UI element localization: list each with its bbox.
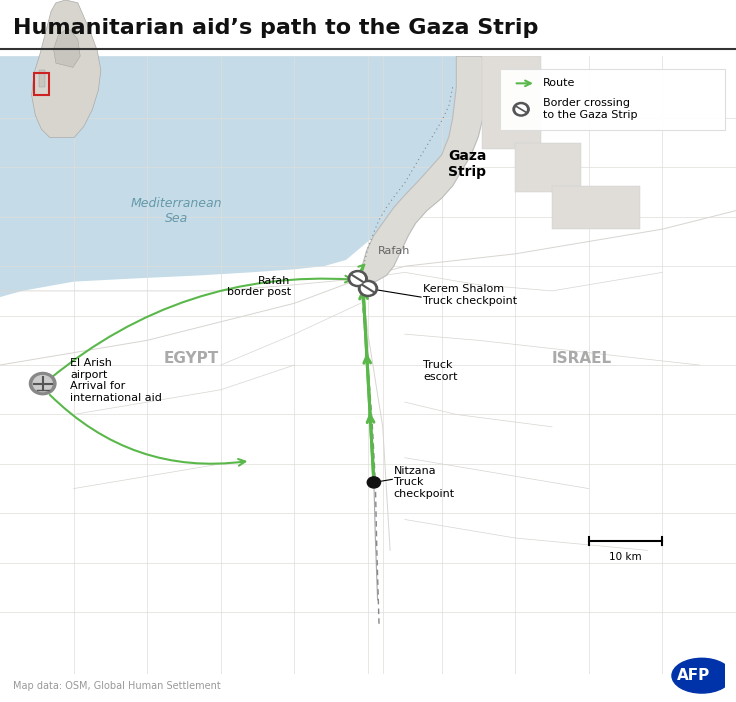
Bar bbox=[39, 70, 45, 87]
Circle shape bbox=[516, 105, 526, 114]
Polygon shape bbox=[54, 28, 80, 67]
Circle shape bbox=[513, 102, 529, 116]
Text: Mediterranean
Sea: Mediterranean Sea bbox=[131, 197, 222, 225]
Text: Border crossing
to the Gaza Strip: Border crossing to the Gaza Strip bbox=[543, 98, 637, 120]
Circle shape bbox=[348, 270, 367, 286]
FancyBboxPatch shape bbox=[552, 186, 640, 229]
Circle shape bbox=[33, 376, 52, 392]
Circle shape bbox=[361, 283, 375, 294]
Text: Route: Route bbox=[543, 79, 576, 88]
FancyBboxPatch shape bbox=[500, 69, 725, 131]
Text: Kerem Shalom
Truck checkpoint: Kerem Shalom Truck checkpoint bbox=[423, 284, 517, 306]
Bar bbox=[34, 73, 49, 95]
Circle shape bbox=[351, 273, 364, 284]
Polygon shape bbox=[0, 56, 456, 316]
Text: Truck
escort: Truck escort bbox=[423, 360, 458, 382]
Text: El Arish
airport
Arrival for
international aid: El Arish airport Arrival for internation… bbox=[70, 358, 162, 403]
Text: Rafah: Rafah bbox=[378, 246, 410, 256]
Text: Gaza
Strip: Gaza Strip bbox=[448, 149, 486, 180]
Polygon shape bbox=[32, 0, 101, 138]
Text: Nitzana
Truck
checkpoint: Nitzana Truck checkpoint bbox=[394, 466, 455, 499]
Text: 10 km: 10 km bbox=[609, 552, 642, 562]
Circle shape bbox=[367, 477, 381, 488]
Text: Humanitarian aid’s path to the Gaza Strip: Humanitarian aid’s path to the Gaza Stri… bbox=[13, 18, 539, 37]
FancyBboxPatch shape bbox=[482, 56, 541, 149]
Circle shape bbox=[358, 280, 378, 296]
Text: Map data: OSM, Global Human Settlement: Map data: OSM, Global Human Settlement bbox=[13, 681, 221, 691]
Text: EGYPT: EGYPT bbox=[163, 352, 219, 366]
Circle shape bbox=[672, 658, 732, 693]
Polygon shape bbox=[361, 56, 486, 282]
FancyBboxPatch shape bbox=[515, 143, 581, 192]
Text: Rafah
border post: Rafah border post bbox=[227, 276, 291, 298]
Circle shape bbox=[29, 373, 56, 395]
Text: AFP: AFP bbox=[677, 668, 710, 683]
Text: ISRAEL: ISRAEL bbox=[551, 352, 612, 366]
